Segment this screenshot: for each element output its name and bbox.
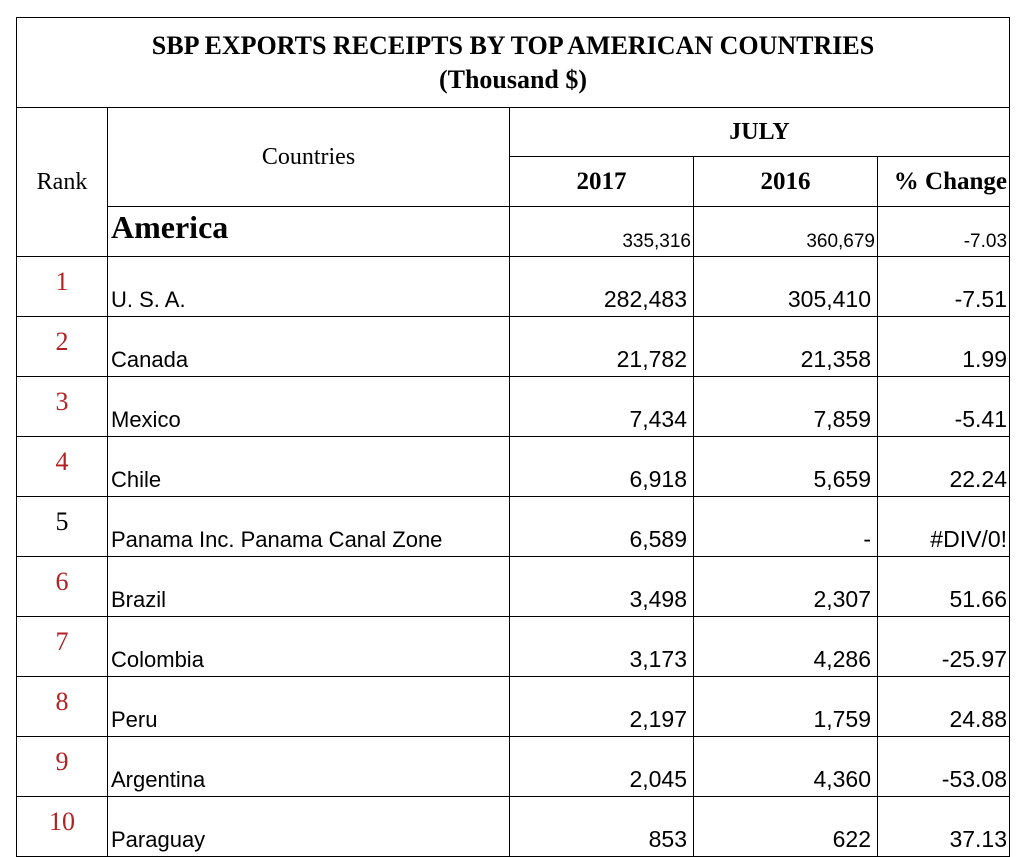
- exports-table: SBP EXPORTS RECEIPTS BY TOP AMERICAN COU…: [15, 17, 1011, 857]
- percent-change: -25.97: [876, 616, 1011, 677]
- table-row: 8 Peru 2,197 1,759 24.88: [16, 676, 1011, 737]
- month-header: JULY: [508, 107, 1011, 157]
- percent-change: 1.99: [876, 316, 1011, 377]
- value-2016: -: [693, 496, 878, 557]
- table-row: 3 Mexico 7,434 7,859 -5.41: [16, 376, 1011, 437]
- country-name: Chile: [107, 436, 510, 497]
- value-2017: 282,483: [509, 256, 694, 317]
- change-header: % Change: [876, 156, 1011, 207]
- percent-change: -7.51: [876, 256, 1011, 317]
- rank-number: 7: [16, 616, 108, 677]
- percent-change: -53.08: [876, 736, 1011, 797]
- percent-change: #DIV/0!: [876, 496, 1011, 557]
- header-row-years: 2017 2016 % Change: [17, 156, 1011, 207]
- percent-change: -5.41: [876, 376, 1011, 437]
- value-2016: 4,286: [693, 616, 878, 677]
- table-row: 6 Brazil 3,498 2,307 51.66: [16, 556, 1011, 617]
- rank-number: 4: [16, 436, 108, 497]
- table-row: 10 Paraguay 853 622 37.13: [16, 796, 1011, 857]
- year-2017-header: 2017: [509, 156, 694, 207]
- country-name: Paraguay: [107, 796, 510, 857]
- title-row: SBP EXPORTS RECEIPTS BY TOP AMERICAN COU…: [15, 17, 1011, 108]
- table-row: 2 Canada 21,782 21,358 1.99: [16, 316, 1011, 377]
- percent-change: 51.66: [876, 556, 1011, 617]
- title-line-2: (Thousand $): [438, 64, 588, 94]
- value-2016: 4,360: [693, 736, 878, 797]
- region-total-row: America 335,316 360,679 -7.03: [17, 206, 1011, 257]
- value-2016: 5,659: [693, 436, 878, 497]
- region-total-change: -7.03: [876, 206, 1011, 257]
- percent-change: 24.88: [876, 676, 1011, 737]
- rank-number: 2: [16, 316, 108, 377]
- header-row-month: Rank Countries JULY: [16, 107, 1011, 257]
- table-row: 1 U. S. A. 282,483 305,410 -7.51: [16, 256, 1011, 317]
- value-2017: 2,045: [509, 736, 694, 797]
- value-2017: 6,918: [509, 436, 694, 497]
- value-2017: 3,173: [509, 616, 694, 677]
- rank-number: 3: [16, 376, 108, 437]
- region-total-2016: 360,679: [693, 206, 878, 257]
- value-2017: 2,197: [509, 676, 694, 737]
- value-2016: 622: [693, 796, 878, 857]
- country-name: Mexico: [107, 376, 510, 437]
- table-row: 5 Panama Inc. Panama Canal Zone 6,589- #DIV…: [16, 496, 1011, 557]
- table-row: 7 Colombia 3,173 4,286 -25.97: [16, 616, 1011, 677]
- value-2016: 2,307: [693, 556, 878, 617]
- value-2016: 7,859: [693, 376, 878, 437]
- title-line-1: SBP EXPORTS RECEIPTS BY TOP AMERICAN COU…: [151, 30, 875, 60]
- region-name: America: [107, 206, 510, 257]
- value-2016: 21,358: [693, 316, 878, 377]
- value-2017: 7,434: [509, 376, 694, 437]
- value-2017: 21,782: [509, 316, 694, 377]
- value-2016: 305,410: [693, 256, 878, 317]
- countries-header: Countries: [107, 107, 510, 207]
- rank-number: 6: [16, 556, 108, 617]
- value-2017: 3,498: [509, 556, 694, 617]
- value-2017: 853: [509, 796, 694, 857]
- rank-number: 5: [16, 496, 108, 557]
- table-row: 4 Chile 6,918 5,659 22.24: [16, 436, 1011, 497]
- country-name: Colombia: [107, 616, 510, 677]
- country-name: U. S. A.: [107, 256, 510, 317]
- percent-change: 22.24: [876, 436, 1011, 497]
- rank-number: 8: [16, 676, 108, 737]
- country-name: Brazil: [107, 556, 510, 617]
- country-name: Argentina: [107, 736, 510, 797]
- value-2017: 6,589: [509, 496, 694, 557]
- year-2016-header: 2016: [693, 156, 878, 207]
- country-name: Canada: [107, 316, 510, 377]
- rank-number: 9: [16, 736, 108, 797]
- country-name: Panama Inc. Panama Canal Zone: [107, 496, 510, 557]
- table-row: 9 Argentina 2,045 4,360 -53.08: [16, 736, 1011, 797]
- rank-number: 10: [16, 796, 108, 857]
- rank-header: Rank: [16, 107, 108, 257]
- rank-number: 1: [16, 256, 108, 317]
- value-2016: 1,759: [693, 676, 878, 737]
- region-total-2017: 335,316: [509, 206, 694, 257]
- percent-change: 37.13: [876, 796, 1011, 857]
- table-title: SBP EXPORTS RECEIPTS BY TOP AMERICAN COU…: [15, 17, 1011, 108]
- country-name: Peru: [107, 676, 510, 737]
